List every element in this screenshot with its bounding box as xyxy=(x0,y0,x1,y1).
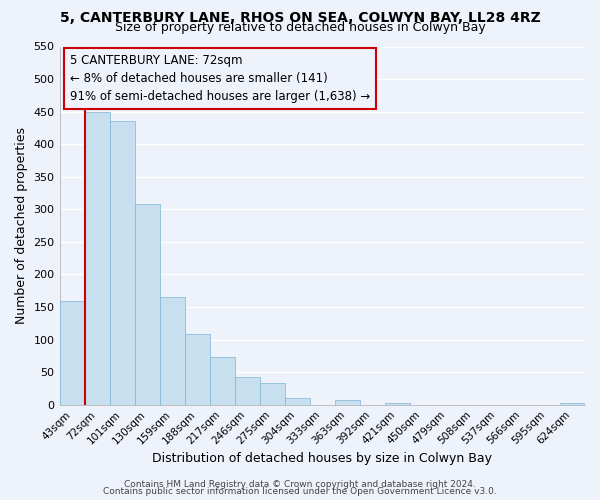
Bar xyxy=(385,403,410,404)
Bar xyxy=(134,204,160,404)
Y-axis label: Number of detached properties: Number of detached properties xyxy=(15,127,28,324)
Bar xyxy=(260,383,285,404)
Bar xyxy=(160,298,185,405)
Text: Contains HM Land Registry data © Crown copyright and database right 2024.: Contains HM Land Registry data © Crown c… xyxy=(124,480,476,489)
Bar xyxy=(285,398,310,404)
Bar xyxy=(110,122,134,405)
X-axis label: Distribution of detached houses by size in Colwyn Bay: Distribution of detached houses by size … xyxy=(152,452,492,465)
Bar xyxy=(560,403,585,404)
Bar xyxy=(59,300,85,405)
Bar xyxy=(235,376,260,404)
Bar xyxy=(335,400,360,404)
Text: 5 CANTERBURY LANE: 72sqm
← 8% of detached houses are smaller (141)
91% of semi-d: 5 CANTERBURY LANE: 72sqm ← 8% of detache… xyxy=(70,54,370,102)
Text: Contains public sector information licensed under the Open Government Licence v3: Contains public sector information licen… xyxy=(103,488,497,496)
Text: Size of property relative to detached houses in Colwyn Bay: Size of property relative to detached ho… xyxy=(115,22,485,35)
Bar xyxy=(209,356,235,405)
Text: 5, CANTERBURY LANE, RHOS ON SEA, COLWYN BAY, LL28 4RZ: 5, CANTERBURY LANE, RHOS ON SEA, COLWYN … xyxy=(59,11,541,25)
Bar xyxy=(185,334,209,404)
Bar xyxy=(85,112,110,405)
